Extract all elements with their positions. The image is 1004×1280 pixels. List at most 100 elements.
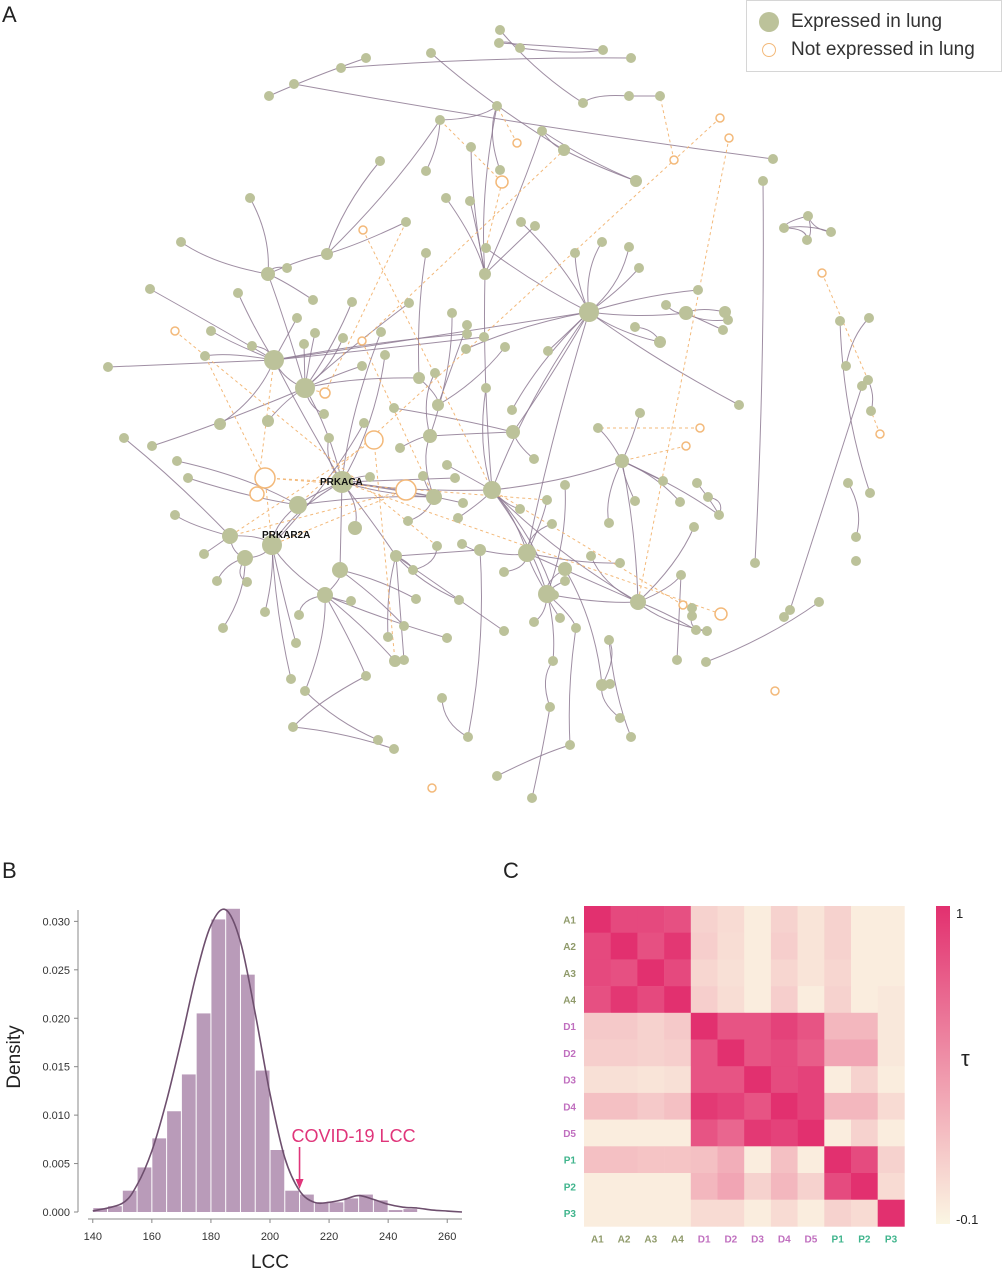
network-dashed-edge	[229, 489, 407, 537]
heatmap-cell	[851, 1199, 878, 1227]
heatmap-cell	[664, 1066, 692, 1094]
heatmap-cell	[797, 959, 825, 987]
heatmap-cell	[610, 1199, 638, 1227]
heatmap-cell	[744, 1119, 772, 1147]
network-edge	[546, 593, 639, 603]
network-edge	[621, 412, 641, 462]
expressed-node	[516, 217, 526, 227]
heatmap-cell	[851, 1039, 878, 1067]
network-edge	[267, 273, 306, 389]
histogram-bar	[285, 1190, 300, 1212]
x-tick-label: 160	[143, 1231, 161, 1243]
network-edge	[340, 57, 632, 69]
network-edge	[546, 593, 555, 662]
network-edge	[789, 385, 863, 611]
heatmap-cell	[610, 1012, 638, 1040]
expressed-node	[655, 91, 665, 101]
heatmap-cell	[797, 1012, 825, 1040]
histogram-bar	[344, 1198, 359, 1212]
network-dashed-edge	[362, 229, 493, 491]
heatmap-cell	[690, 959, 718, 987]
panel-b-label: B	[2, 858, 17, 883]
network-edge	[273, 333, 468, 361]
not-expressed-node	[770, 686, 780, 696]
network-edge	[273, 359, 343, 483]
expressed-node	[376, 327, 386, 337]
expressed-node	[119, 433, 129, 443]
network-edge	[588, 311, 687, 316]
expressed-node	[262, 415, 274, 427]
heatmap-cell	[770, 959, 798, 987]
network-edge	[676, 574, 682, 661]
expressed-node	[494, 38, 504, 48]
heatmap-cell	[744, 1146, 772, 1174]
heatmap-cell	[637, 906, 665, 933]
expressed-node	[308, 295, 318, 305]
heatmap-cell	[770, 986, 798, 1014]
expressed-node	[718, 325, 728, 335]
heatmap-cell	[744, 1092, 772, 1120]
expressed-node	[518, 544, 536, 562]
expressed-node	[495, 25, 505, 35]
network-edge	[271, 544, 326, 596]
legend-expressed-label: Expressed in lung	[791, 11, 943, 32]
heatmap-cell	[690, 1173, 718, 1200]
expressed-node	[437, 693, 447, 703]
expressed-node	[843, 478, 853, 488]
network-edge	[519, 47, 604, 53]
heatmap-cell	[717, 959, 745, 987]
network-edge	[845, 317, 870, 367]
heatmap-cell	[717, 906, 745, 933]
network-edge	[512, 311, 590, 433]
network-edge	[304, 301, 353, 389]
expressed-node	[435, 115, 445, 125]
y-tick-label: 0.015	[42, 1062, 70, 1074]
expressed-node	[492, 771, 502, 781]
expressed-node	[261, 267, 275, 281]
heatmap-cell	[770, 1066, 798, 1094]
network-edge	[304, 690, 379, 741]
network-dashed-edge	[361, 149, 565, 342]
expressed-node	[542, 495, 552, 505]
expressed-node	[851, 556, 861, 566]
network-dashed-edge	[659, 95, 675, 161]
network-edge	[445, 197, 486, 275]
expressed-node	[432, 399, 444, 411]
heatmap-cell	[637, 959, 665, 987]
network-edge	[430, 52, 565, 151]
expressed-node	[401, 217, 411, 227]
expressed-node	[264, 91, 274, 101]
heatmap-cell	[584, 1199, 611, 1227]
expressed-node	[462, 329, 472, 339]
expressed-node	[375, 156, 385, 166]
heatmap-cell	[717, 1146, 745, 1174]
heatmap-cell	[637, 986, 665, 1014]
histogram-bar	[226, 908, 240, 1212]
network-dashed-edge	[821, 272, 869, 381]
expressed-node	[447, 308, 457, 318]
expressed-node	[103, 362, 113, 372]
heatmap-cell	[717, 1199, 745, 1227]
expressed-node	[357, 361, 367, 371]
expressed-node	[324, 433, 334, 443]
expressed-node	[549, 590, 559, 600]
heatmap-cell	[690, 986, 718, 1014]
heatmap-cell	[610, 1092, 638, 1120]
network-edge	[467, 549, 482, 738]
expressed-node	[247, 341, 257, 351]
network-edge	[180, 241, 269, 275]
heatmap-cell	[824, 906, 852, 933]
expressed-node	[222, 528, 238, 544]
heatmap-row-label: A3	[563, 969, 576, 980]
network-edge	[326, 221, 407, 255]
histogram-bar	[108, 1206, 122, 1212]
expressed-node	[408, 565, 418, 575]
expressed-node	[483, 481, 501, 499]
expressed-node	[218, 623, 228, 633]
not-expressed-node	[427, 783, 437, 793]
network-edge	[341, 481, 397, 557]
not-expressed-node	[678, 600, 688, 610]
heatmap-col-label: A2	[618, 1234, 631, 1245]
network-edge	[341, 481, 493, 491]
heatmap-cell	[664, 1039, 692, 1067]
